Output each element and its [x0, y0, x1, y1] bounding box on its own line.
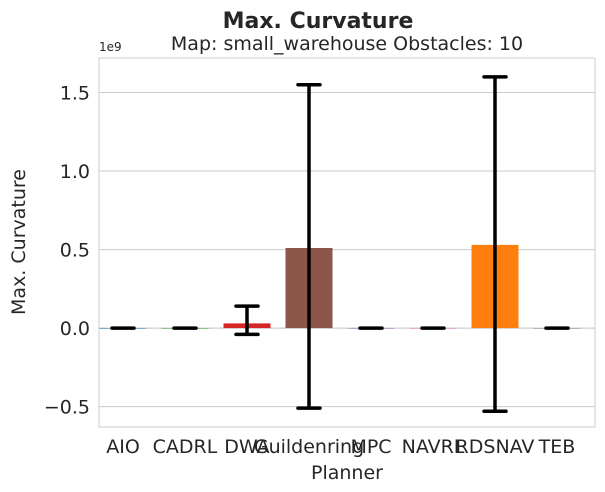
y-axis-label: Max. Curvature [8, 169, 30, 315]
x-tick-label: CADRL [153, 436, 218, 458]
x-tick-label: NAVRL [402, 436, 465, 458]
plot-frame [98, 57, 596, 428]
y-tick-label: 1.0 [60, 161, 90, 183]
y-axis-offset-label: 1e9 [99, 40, 122, 54]
error-bars [110, 75, 570, 414]
y-tick-label: 0.5 [60, 240, 90, 262]
y-tick-label: 1.5 [60, 83, 90, 105]
x-tick-label: RDSNAV [456, 436, 535, 458]
x-tick-label: TEB [538, 436, 576, 458]
bars [99, 244, 581, 329]
y-tick-label: −0.5 [44, 397, 90, 419]
y-tick-labels: −0.5 0.0 0.5 1.0 1.5 [44, 83, 90, 419]
chart-subtitle: Map: small_warehouse Obstacles: 10 [171, 33, 523, 55]
x-axis-label: Planner [311, 462, 383, 484]
plot-area [98, 57, 596, 428]
error-bar-rdsnav [482, 75, 508, 414]
x-tick-label: DWA [224, 436, 269, 458]
error-bar-guildenring [296, 82, 322, 410]
x-tick-label: MPC [350, 436, 391, 458]
x-tick-label: AIO [106, 436, 140, 458]
x-tick-label: Guildenring [254, 436, 364, 458]
error-bar-dwa [234, 304, 260, 337]
chart-title: Max. Curvature [223, 9, 414, 34]
grid-lines [99, 92, 595, 408]
y-tick-label: 0.0 [60, 318, 90, 340]
